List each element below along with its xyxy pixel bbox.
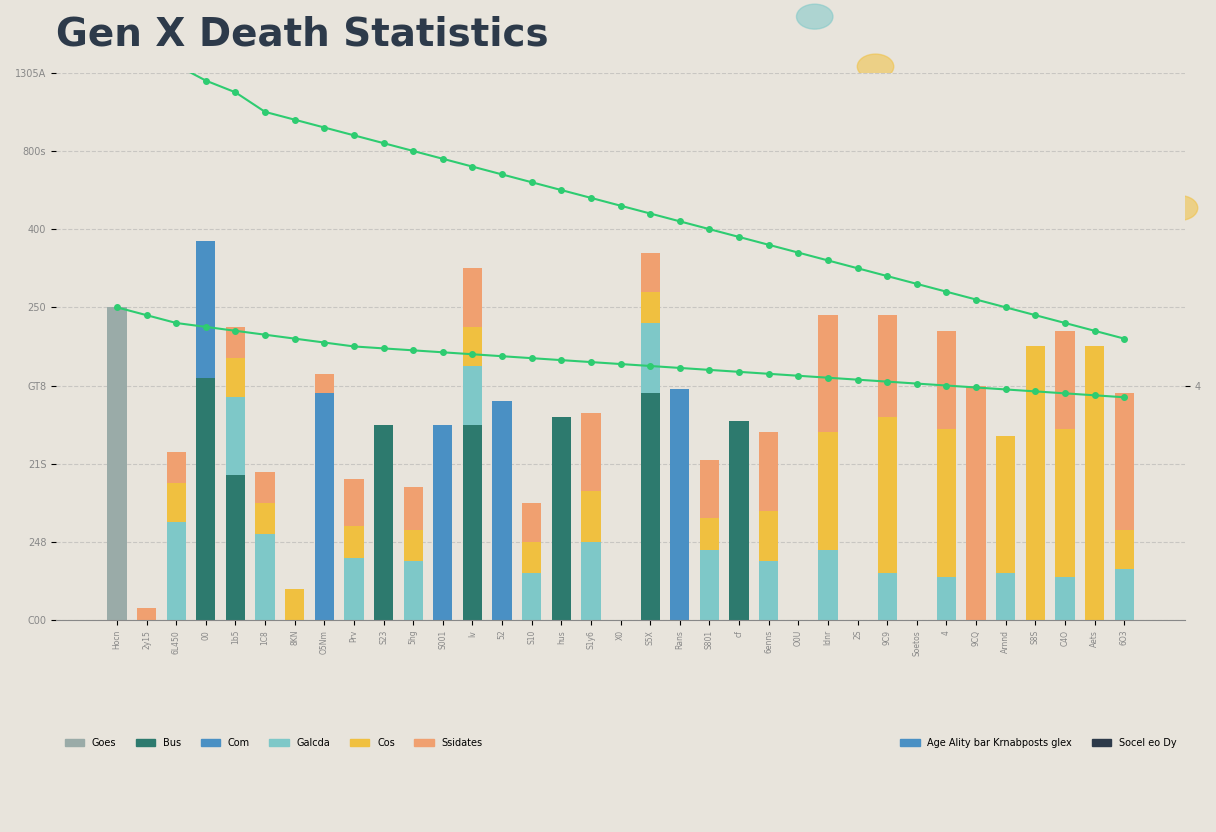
Bar xyxy=(641,292,660,323)
Bar xyxy=(107,307,126,620)
Bar xyxy=(759,511,778,562)
Bar xyxy=(996,573,1015,620)
Bar xyxy=(818,315,838,433)
Bar xyxy=(936,577,956,620)
Bar xyxy=(581,413,601,491)
Bar xyxy=(1055,577,1075,620)
Bar xyxy=(167,452,186,483)
Bar xyxy=(137,608,156,620)
Bar xyxy=(463,366,482,424)
Bar xyxy=(818,433,838,550)
Bar xyxy=(581,542,601,620)
Bar xyxy=(878,573,897,620)
Bar xyxy=(226,397,246,475)
Bar xyxy=(226,327,246,358)
Bar xyxy=(670,389,689,620)
Bar xyxy=(226,475,246,620)
Bar xyxy=(167,522,186,620)
Bar xyxy=(463,268,482,327)
Bar xyxy=(641,394,660,620)
Bar xyxy=(552,417,572,620)
Bar xyxy=(700,550,719,620)
Bar xyxy=(404,488,423,530)
Bar xyxy=(936,428,956,577)
Bar xyxy=(255,534,275,620)
Bar xyxy=(996,436,1015,573)
Bar xyxy=(404,562,423,620)
Bar xyxy=(818,550,838,620)
Bar xyxy=(700,518,719,550)
Bar xyxy=(522,542,541,573)
Legend: Age Ality bar Krnabposts glex, Socel eo Dy: Age Ality bar Krnabposts glex, Socel eo … xyxy=(896,735,1181,752)
Bar xyxy=(315,394,334,620)
Bar xyxy=(492,401,512,620)
Bar xyxy=(344,479,364,527)
Bar xyxy=(433,424,452,620)
Bar xyxy=(641,253,660,292)
Bar xyxy=(196,378,215,620)
Bar xyxy=(730,421,749,620)
Bar xyxy=(878,315,897,417)
Bar xyxy=(167,483,186,522)
Bar xyxy=(759,562,778,620)
Bar xyxy=(878,417,897,573)
Bar xyxy=(700,460,719,518)
Bar xyxy=(641,323,660,394)
Bar xyxy=(196,241,215,378)
Bar xyxy=(1025,346,1045,620)
Bar xyxy=(404,530,423,562)
Bar xyxy=(255,472,275,503)
Bar xyxy=(463,424,482,620)
Bar xyxy=(967,385,986,620)
Bar xyxy=(1055,331,1075,428)
Bar xyxy=(344,527,364,557)
Bar xyxy=(375,424,393,620)
Bar xyxy=(315,374,334,394)
Bar xyxy=(463,327,482,366)
Bar xyxy=(581,491,601,542)
Bar xyxy=(226,358,246,397)
Bar xyxy=(1115,569,1133,620)
Bar xyxy=(255,503,275,534)
Bar xyxy=(759,433,778,511)
Bar xyxy=(1055,428,1075,577)
Bar xyxy=(1115,530,1133,569)
Bar xyxy=(285,589,304,620)
Bar xyxy=(1085,346,1104,620)
Bar xyxy=(522,573,541,620)
Bar xyxy=(936,331,956,428)
Text: Gen X Death Statistics: Gen X Death Statistics xyxy=(56,15,548,53)
Bar xyxy=(344,557,364,620)
Bar xyxy=(1115,394,1133,530)
Bar xyxy=(522,503,541,542)
